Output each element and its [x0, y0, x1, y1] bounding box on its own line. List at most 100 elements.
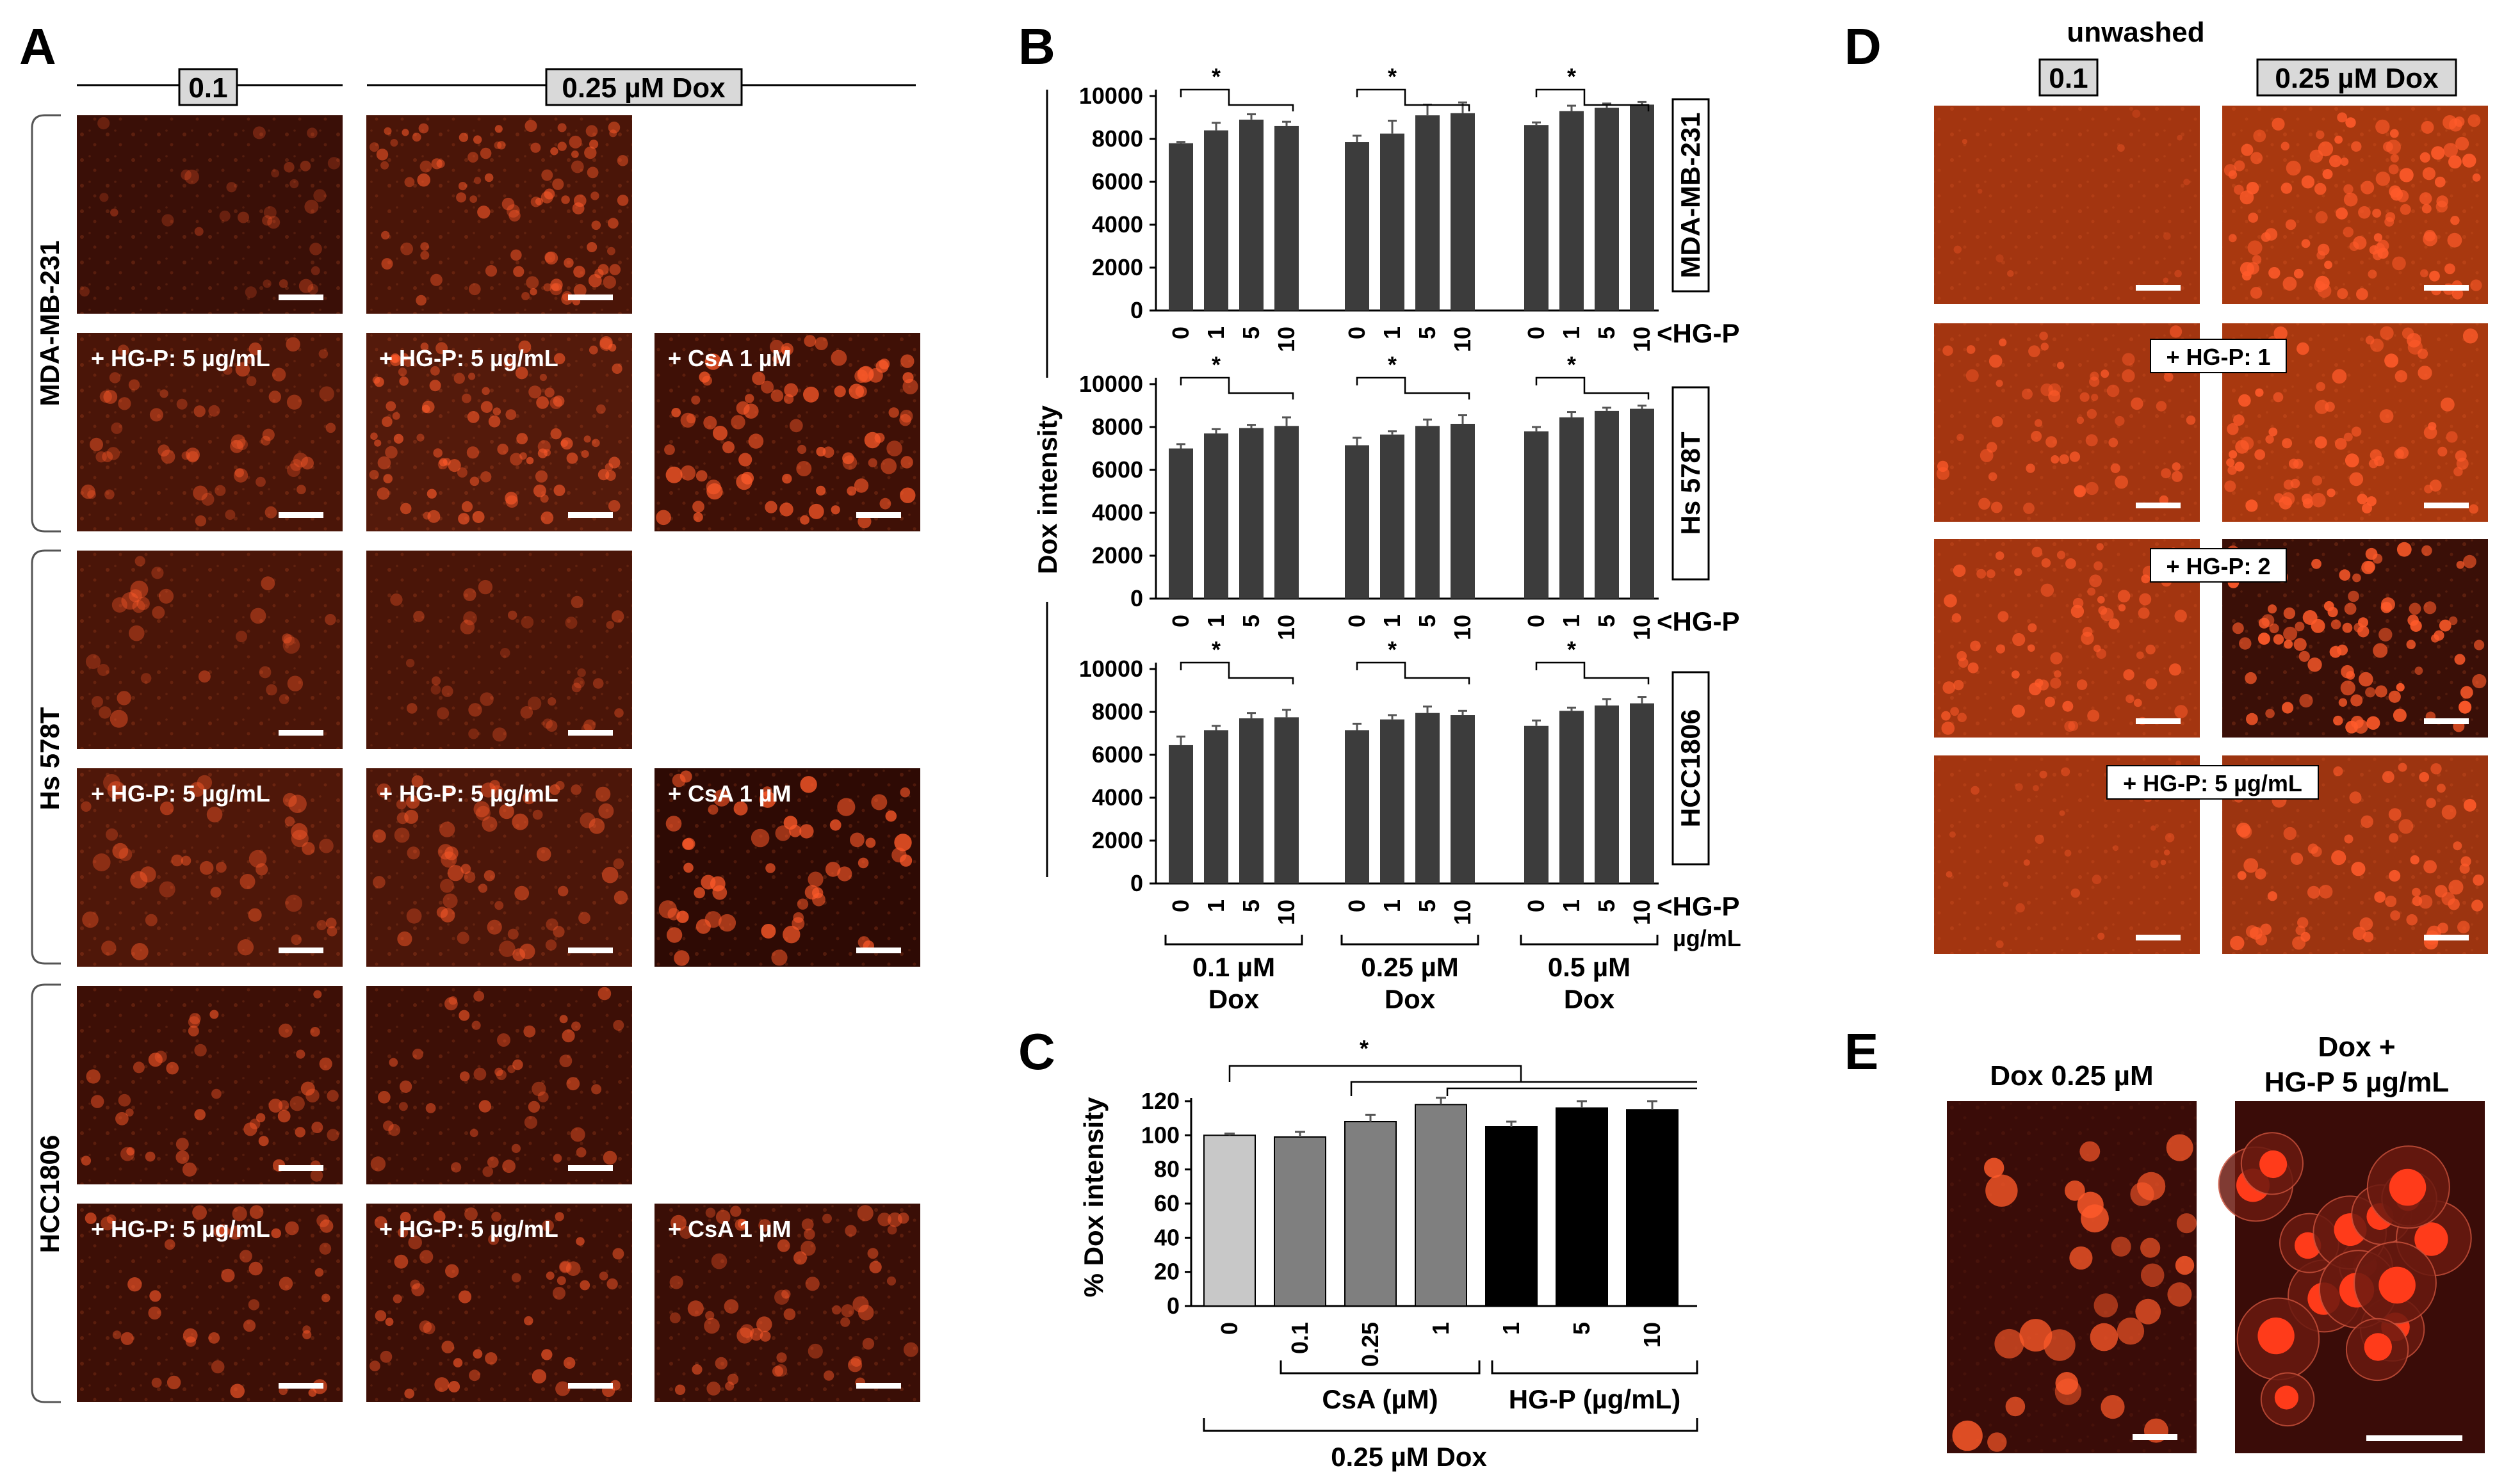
- nucleus: [2389, 1168, 2427, 1206]
- row-label-mda: MDA-MB-231: [35, 240, 65, 406]
- cell: [185, 1336, 197, 1347]
- cell: [219, 210, 231, 222]
- overlay-hgp: + HG-P: 5 µg/mL: [379, 345, 558, 371]
- cell: [468, 703, 482, 717]
- cell: [2409, 602, 2421, 615]
- cell: [2398, 762, 2407, 772]
- cell: [2232, 622, 2244, 634]
- cell: [383, 474, 393, 483]
- cell: [1997, 611, 2009, 622]
- cell: [532, 809, 543, 820]
- bar: [1451, 113, 1475, 311]
- micrograph: [1947, 1101, 2197, 1453]
- cell: [2362, 932, 2374, 942]
- cell: [2398, 819, 2414, 834]
- cell: [2385, 896, 2397, 907]
- cell: [471, 1020, 481, 1030]
- cell: [501, 197, 515, 211]
- cell: [2447, 232, 2462, 248]
- cell: [606, 1278, 618, 1290]
- cell: [617, 155, 629, 166]
- cell: [398, 1227, 409, 1238]
- cell: [468, 373, 476, 380]
- cell: [519, 452, 527, 460]
- cell: [516, 433, 528, 444]
- panel-a-letter: A: [19, 18, 56, 75]
- cell: [2241, 143, 2254, 156]
- cell: [325, 614, 336, 625]
- cell: [263, 279, 272, 288]
- bar: [1415, 1104, 1467, 1307]
- cell: [808, 1343, 823, 1359]
- cell: [2174, 270, 2182, 278]
- cell: [783, 926, 801, 944]
- cell: [2430, 763, 2442, 775]
- cell: [248, 1261, 263, 1276]
- cell: [419, 160, 432, 173]
- cell: [443, 893, 458, 908]
- group-bracket: [1280, 1360, 1481, 1375]
- cell: [148, 1053, 163, 1067]
- sig-bracket: [1356, 88, 1406, 97]
- scale-bar: [568, 730, 613, 736]
- micrograph-texture: [77, 1204, 343, 1402]
- cell: [167, 1375, 181, 1390]
- sig-star: *: [1212, 63, 1221, 90]
- cell: [235, 362, 250, 377]
- bar: [1524, 725, 1549, 883]
- micrograph-texture: [366, 986, 632, 1184]
- cell: [266, 684, 277, 696]
- cell: [411, 1283, 425, 1296]
- cell: [524, 1316, 533, 1326]
- cell: [107, 781, 126, 800]
- bar: [1595, 410, 1619, 599]
- cell: [603, 1150, 617, 1165]
- cell: [692, 1364, 703, 1375]
- cell: [2299, 693, 2313, 708]
- sig-star: *: [1567, 351, 1576, 378]
- dox-word: Dox: [1564, 984, 1615, 1014]
- cell: [240, 874, 256, 889]
- cell: [2353, 236, 2367, 250]
- cell: [2170, 325, 2183, 338]
- cell: [2282, 438, 2293, 449]
- cell: [2337, 288, 2348, 300]
- x-tick-label: 1: [1558, 327, 1584, 339]
- cell: [1990, 501, 2003, 513]
- panel-b-letter: B: [1018, 18, 1055, 75]
- cell: [2453, 841, 2462, 851]
- cell: [441, 685, 453, 697]
- cell: [500, 648, 510, 658]
- cell: [546, 1271, 555, 1280]
- cell: [2106, 384, 2120, 398]
- cell: [2357, 494, 2368, 504]
- cell: [2045, 436, 2058, 448]
- cell: [484, 173, 494, 182]
- cell: [713, 789, 731, 807]
- cell: [400, 353, 409, 361]
- cell: [2456, 561, 2465, 569]
- micrograph-texture: [77, 768, 343, 967]
- cell: [2389, 129, 2399, 138]
- cell: [706, 1382, 721, 1396]
- cell: [2163, 232, 2171, 240]
- cell: [106, 1214, 117, 1224]
- cell: [680, 412, 695, 428]
- cell: [736, 473, 752, 490]
- cell: [118, 397, 131, 410]
- cell: [130, 580, 149, 599]
- cell: [132, 600, 145, 613]
- cell: [521, 292, 530, 300]
- cell: [900, 487, 916, 503]
- cell: [291, 823, 308, 840]
- bar: [1630, 408, 1654, 599]
- cell: [216, 862, 227, 873]
- cell: [256, 863, 268, 876]
- y-tick-label: 10000: [1079, 656, 1143, 682]
- cell: [2117, 590, 2131, 602]
- cell: [480, 692, 494, 706]
- cell: [805, 1277, 820, 1291]
- cell: [845, 1225, 857, 1237]
- cell: [2359, 672, 2373, 687]
